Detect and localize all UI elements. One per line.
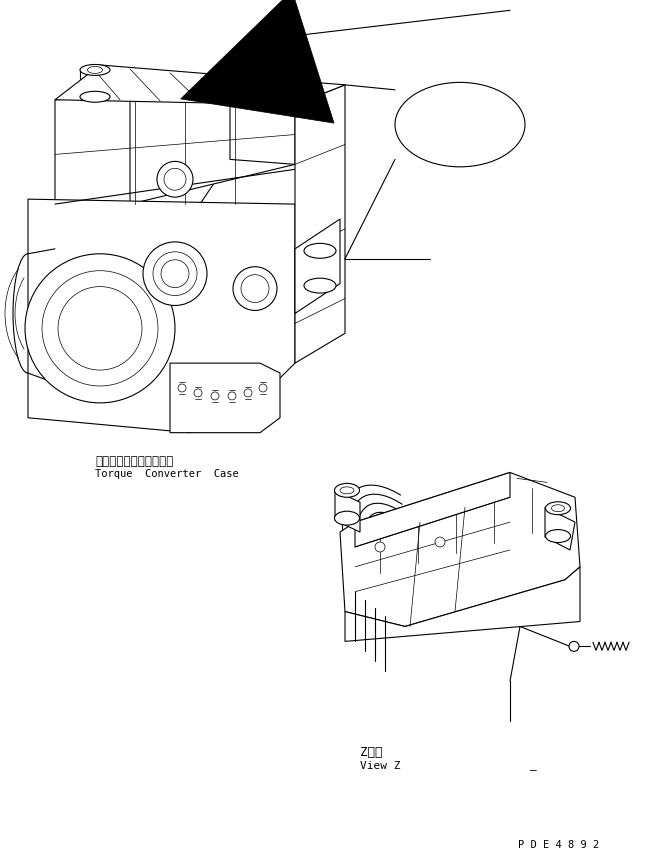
Circle shape <box>178 384 186 392</box>
Polygon shape <box>340 473 580 626</box>
Ellipse shape <box>551 505 564 512</box>
Text: Torque  Converter  Case: Torque Converter Case <box>95 469 239 480</box>
Circle shape <box>164 168 186 191</box>
Polygon shape <box>28 199 295 433</box>
Circle shape <box>58 287 142 370</box>
Circle shape <box>161 260 189 288</box>
Circle shape <box>157 161 193 197</box>
Ellipse shape <box>546 530 570 542</box>
Circle shape <box>569 642 579 651</box>
Circle shape <box>211 392 219 400</box>
Ellipse shape <box>304 278 336 293</box>
Ellipse shape <box>335 483 359 497</box>
Circle shape <box>375 542 385 552</box>
Circle shape <box>228 392 236 400</box>
Polygon shape <box>170 363 280 433</box>
Text: Z　視: Z 視 <box>360 746 382 759</box>
Polygon shape <box>345 567 580 642</box>
Text: トルクコンバータケース: トルクコンバータケース <box>95 455 174 468</box>
Polygon shape <box>295 85 345 363</box>
Polygon shape <box>355 473 510 547</box>
Ellipse shape <box>80 91 110 102</box>
Circle shape <box>143 242 207 306</box>
Polygon shape <box>55 65 345 105</box>
Circle shape <box>241 275 269 302</box>
Ellipse shape <box>80 64 110 75</box>
Text: View Z: View Z <box>360 760 401 771</box>
Polygon shape <box>80 70 110 100</box>
Ellipse shape <box>546 501 570 514</box>
Circle shape <box>233 267 277 310</box>
Circle shape <box>25 254 175 403</box>
Polygon shape <box>335 490 360 532</box>
Circle shape <box>42 271 158 386</box>
Circle shape <box>194 389 202 397</box>
Ellipse shape <box>88 67 103 74</box>
Polygon shape <box>295 219 340 313</box>
Circle shape <box>259 384 267 392</box>
Circle shape <box>153 252 197 295</box>
Ellipse shape <box>395 82 525 167</box>
Circle shape <box>435 537 445 547</box>
Polygon shape <box>230 105 295 165</box>
Text: P D E 4 8 9 2: P D E 4 8 9 2 <box>518 840 599 850</box>
Circle shape <box>244 389 252 397</box>
Text: Z: Z <box>226 71 244 95</box>
Polygon shape <box>130 90 295 204</box>
Polygon shape <box>55 94 230 204</box>
Text: _: _ <box>530 760 537 771</box>
Ellipse shape <box>335 511 359 525</box>
Polygon shape <box>545 507 575 550</box>
Ellipse shape <box>304 243 336 258</box>
Ellipse shape <box>340 487 354 494</box>
